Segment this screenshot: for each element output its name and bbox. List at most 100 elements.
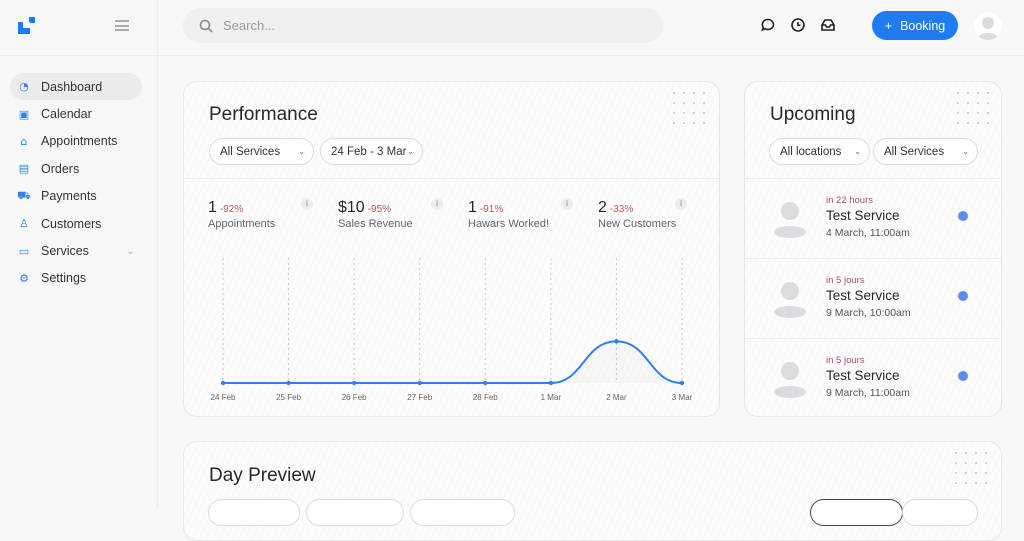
service-filter-select[interactable]: All Services ⌄ (873, 138, 978, 165)
search-input[interactable]: Search... (183, 8, 663, 43)
upcoming-item[interactable]: in 22 hours Test Service 4 March, 11:00a… (745, 178, 1001, 258)
data-point (286, 380, 291, 386)
appointment-date: 4 March, 11:00am (826, 227, 910, 239)
clock-icon[interactable] (790, 17, 806, 33)
search-placeholder: Search... (223, 18, 276, 33)
stat-value: 1 (468, 199, 477, 216)
data-point (679, 380, 685, 386)
filter-select[interactable] (410, 499, 515, 526)
divider (745, 178, 1001, 179)
select-value: All locations (780, 145, 842, 158)
sidebar: ◔ Dashboard ▣ Calendar ⌂ Appointments ▤ Orde… (0, 0, 158, 508)
location-filter-select[interactable]: All locations ⌄ (769, 138, 870, 165)
sidebar-item-services[interactable]: ▭ Services ⌄ (10, 237, 142, 264)
divider (745, 338, 1001, 339)
plus-icon: + (884, 18, 893, 33)
day-preview-title: Day Preview (209, 465, 316, 486)
stat-delta: -33% (609, 204, 634, 215)
logo-icon[interactable] (18, 17, 35, 34)
x-tick-label: 28 Feb (473, 393, 498, 402)
user-avatar-icon (978, 17, 998, 40)
x-tick-label: 1 Mar (541, 393, 562, 402)
service-title: Test Service (826, 288, 900, 303)
stat-label: Hawars Worked! (468, 218, 550, 230)
inbox-icon[interactable] (820, 17, 836, 33)
data-point (351, 380, 357, 386)
dashboard-icon: ◔ (19, 80, 29, 94)
sidebar-nav: ◔ Dashboard ▣ Calendar ⌂ Appointments ▤ Orde… (10, 73, 142, 292)
stat-value: $10 (338, 199, 365, 216)
view-toggle-option[interactable] (810, 499, 903, 526)
info-icon[interactable]: i (301, 198, 313, 210)
select-value: All Services (884, 145, 945, 158)
filter-select[interactable] (208, 499, 300, 526)
chevron-down-icon: ⌄ (962, 147, 969, 156)
stat-appointments: 1 -92% Appointments (208, 199, 275, 230)
x-tick-label: 27 Feb (407, 393, 432, 402)
gear-icon: ⚙ (19, 271, 29, 285)
stat-delta: -92% (219, 204, 244, 215)
data-point (483, 380, 488, 386)
sidebar-item-calendar[interactable]: ▣ Calendar (10, 100, 142, 127)
stat-delta: -91% (479, 204, 504, 215)
info-icon[interactable]: i (675, 198, 687, 210)
user-avatar-icon (774, 362, 806, 398)
stat-sales-revenue: $10 -95% Sales Revenue (338, 199, 413, 230)
x-tick-label: 2 Mar (606, 393, 627, 402)
sidebar-item-label: Customers (41, 216, 102, 231)
data-point (220, 380, 226, 386)
sidebar-item-customers[interactable]: ♙ Customers (10, 210, 142, 237)
sidebar-item-appointments[interactable]: ⌂ Appointments (10, 128, 142, 155)
day-preview-card: Day Preview (183, 441, 1002, 541)
status-dot (958, 291, 968, 301)
service-title: Test Service (826, 368, 900, 383)
booking-button[interactable]: + Booking (872, 11, 958, 40)
upcoming-title: Upcoming (770, 104, 856, 125)
performance-card: Performance All Services ⌄ 24 Feb - 3 Mar… (183, 81, 720, 417)
relative-time: in 5 jours (826, 275, 865, 286)
sidebar-item-label: Services (41, 244, 89, 259)
decorative-dots (953, 88, 997, 132)
data-point (548, 380, 554, 386)
sidebar-item-payments[interactable]: ⛟ Payments (10, 183, 142, 210)
chevron-down-icon: ⌄ (407, 147, 414, 156)
menu-toggle-icon[interactable] (115, 20, 129, 31)
info-icon[interactable]: i (431, 198, 443, 210)
sidebar-item-dashboard[interactable]: ◔ Dashboard (10, 73, 142, 101)
divider (158, 55, 1024, 56)
stat-label: New Customers (598, 218, 677, 230)
relative-time: in 5 jours (826, 355, 865, 366)
x-tick-label: 24 Feb (211, 393, 236, 402)
stat-label: Sales Revenue (338, 218, 413, 230)
data-point (417, 380, 422, 386)
decorative-dots (669, 88, 713, 132)
book-icon: ▤ (18, 162, 30, 176)
sidebar-item-settings[interactable]: ⚙ Settings (10, 265, 142, 292)
cart-icon: ⛟ (17, 188, 31, 202)
info-icon[interactable]: i (561, 198, 573, 210)
sidebar-item-label: Dashboard (41, 79, 103, 94)
chat-icon[interactable] (760, 17, 776, 33)
x-tick-label: 26 Feb (342, 393, 367, 402)
search-icon (199, 19, 213, 33)
folder-icon: ▭ (18, 244, 30, 258)
stat-new-customers: 2 -33% New Customers (598, 199, 676, 230)
stat-delta: -95% (367, 204, 392, 215)
view-toggle-option[interactable] (902, 499, 978, 526)
page-title: Performance (209, 104, 318, 125)
avatar[interactable] (974, 12, 1002, 40)
x-tick-label: 3 Mar (672, 393, 693, 402)
date-range-select[interactable]: 24 Feb - 3 Mar ⌄ (320, 138, 423, 165)
sidebar-item-orders[interactable]: ▤ Orders (10, 155, 142, 182)
appointment-date: 9 March, 11:00am (826, 387, 910, 399)
upcoming-item[interactable]: in 5 jours Test Service 9 March, 10:00am (745, 258, 1001, 338)
service-filter-select[interactable]: All Services ⌄ (209, 138, 314, 165)
filter-select[interactable] (306, 499, 404, 526)
stat-hours-worked: 1 -91% Hawars Worked! (468, 199, 549, 230)
status-dot (958, 211, 968, 221)
sidebar-item-label: Payments (41, 189, 97, 204)
calendar-icon: ▣ (18, 107, 30, 121)
upcoming-item[interactable]: in 5 jours Test Service 9 March, 11:00am (745, 338, 1001, 416)
divider (184, 178, 719, 179)
user-icon: ♙ (19, 217, 29, 231)
